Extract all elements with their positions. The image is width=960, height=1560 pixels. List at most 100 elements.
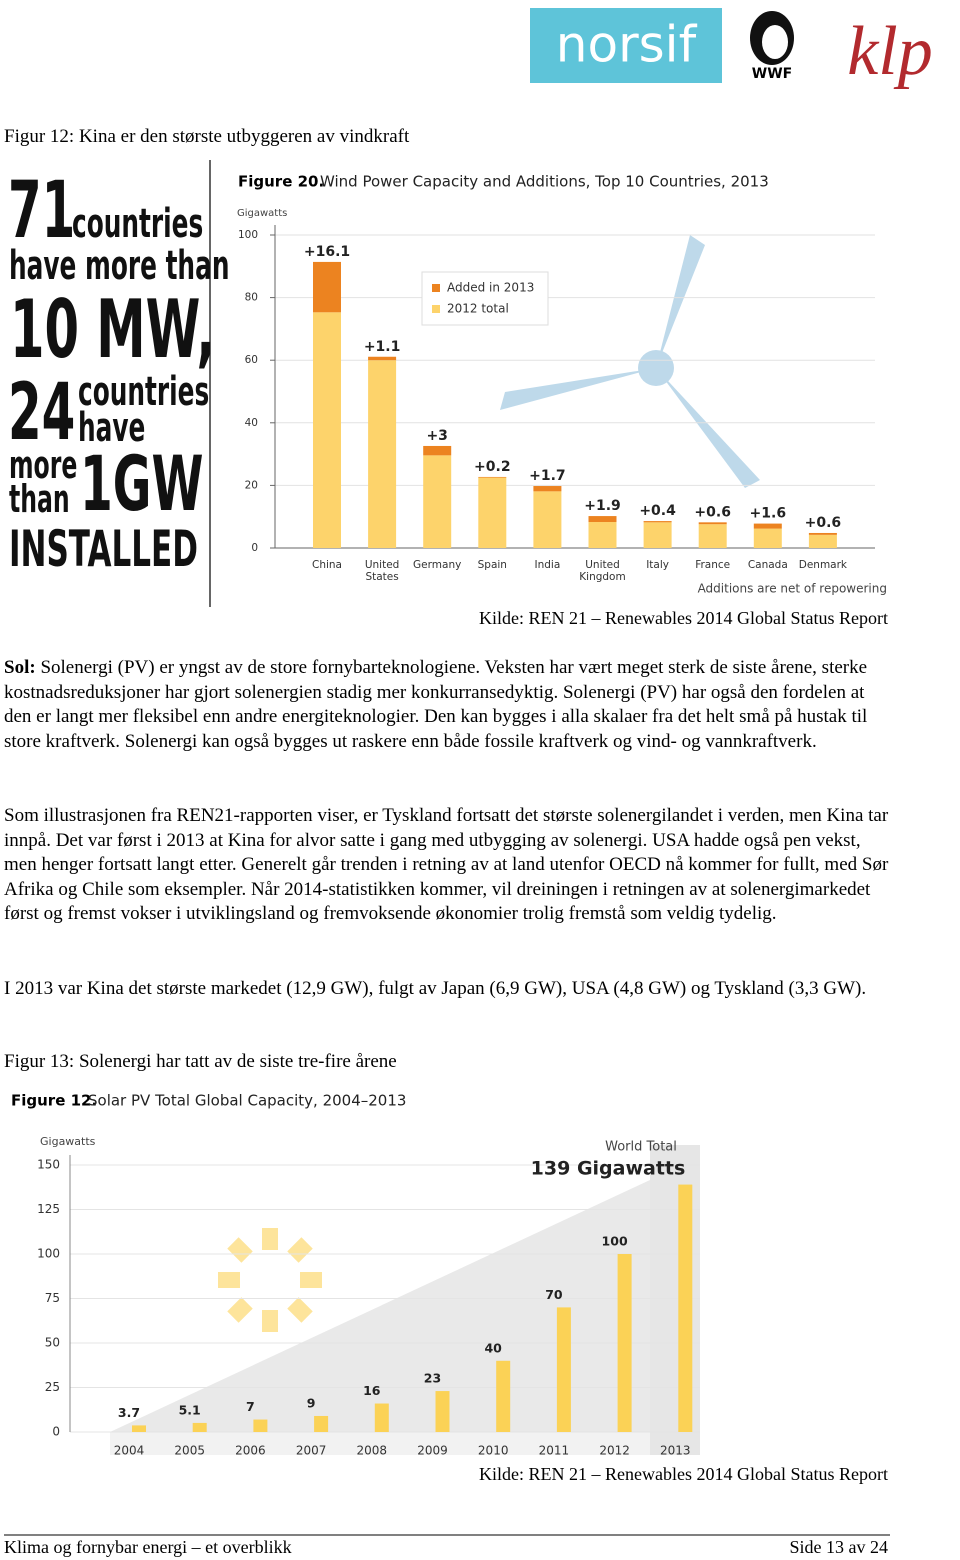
infographic-text: 24 — [8, 368, 76, 458]
legend-label: 2012 total — [447, 302, 509, 316]
logo-text: norsif — [556, 16, 698, 74]
value-label: 7 — [246, 1399, 255, 1414]
value-label: 40 — [484, 1340, 502, 1355]
x-tick-label: France — [695, 559, 731, 571]
figure-label: Figure 20. — [238, 173, 324, 191]
paragraph-lead: Sol: — [4, 657, 36, 678]
figure-label: Figure 12. — [11, 1092, 97, 1110]
value-label: +3 — [426, 428, 447, 444]
bar-segment — [368, 356, 397, 361]
x-tick-label: Spain — [477, 559, 507, 571]
y-tick-label: 75 — [45, 1291, 60, 1305]
infographic-text: countries — [72, 201, 204, 247]
annotation: World Total — [605, 1140, 677, 1155]
x-tick-label: 2013 — [660, 1444, 691, 1458]
x-tick-label: 2007 — [296, 1444, 327, 1458]
footer-right: Side 13 av 24 — [789, 1537, 889, 1557]
x-tick-label: 2005 — [174, 1444, 205, 1458]
value-label: +0.2 — [474, 459, 511, 475]
value-label: +1.6 — [750, 506, 787, 522]
x-tick-label: 2010 — [478, 1444, 509, 1458]
logo-text: klp — [847, 13, 933, 90]
x-tick-label: 2009 — [417, 1444, 448, 1458]
bar — [253, 1419, 268, 1432]
value-label: 100 — [602, 1234, 628, 1249]
x-tick-label: India — [534, 559, 561, 571]
infographic-text: 1GW — [80, 439, 204, 528]
value-label: +16.1 — [304, 244, 350, 260]
paragraph: Som illustrasjonen fra REN21-rapporten v… — [4, 805, 889, 925]
norsif-logo-box — [530, 8, 722, 83]
x-tick-label: Germany — [413, 559, 462, 571]
value-label: 23 — [424, 1371, 441, 1386]
legend-box — [421, 271, 549, 326]
x-tick-label: 2004 — [114, 1444, 145, 1458]
bar — [132, 1425, 146, 1432]
x-tick-label: United Kingdom — [579, 559, 626, 583]
bar-segment — [478, 476, 507, 478]
x-tick-label: 2011 — [539, 1444, 570, 1458]
y-tick-label: 50 — [45, 1336, 60, 1350]
bar — [556, 1307, 571, 1432]
infographic-text: have more than — [9, 243, 230, 289]
bar-segment — [313, 312, 341, 548]
bar-segment — [753, 528, 782, 548]
area-decoration — [110, 1180, 650, 1432]
bar — [496, 1360, 511, 1432]
value-label: 70 — [545, 1287, 563, 1302]
x-tick-label: 2008 — [357, 1444, 388, 1458]
legend-swatch — [432, 284, 440, 292]
bar-segment — [533, 491, 562, 548]
y-axis-label: Gigawatts — [237, 208, 287, 219]
y-tick-label: 150 — [37, 1158, 60, 1172]
infographic-text: have — [78, 405, 146, 451]
y-tick-label: 80 — [245, 292, 258, 304]
y-axis-label: Gigawatts — [40, 1135, 96, 1148]
x-tick-label: Denmark — [798, 559, 848, 571]
infographic-text: countries — [78, 369, 210, 415]
y-tick-label: 100 — [238, 229, 258, 241]
value-label: +1.7 — [529, 468, 566, 484]
bar-segment — [478, 477, 507, 548]
source: Kilde: REN 21 – Renewables 2014 Global S… — [479, 1464, 888, 1484]
x-tick-label: 2006 — [235, 1444, 266, 1458]
sun-decoration — [218, 1228, 322, 1332]
value-label: 9 — [307, 1395, 316, 1410]
y-tick-label: 125 — [37, 1202, 60, 1216]
bar-segment — [533, 486, 562, 492]
legend-swatch — [432, 305, 440, 313]
value-label: +1.9 — [584, 498, 621, 514]
bar-segment — [698, 524, 727, 548]
bar-segment — [753, 523, 782, 529]
infographic-text: 71 — [8, 166, 76, 256]
bar-segment — [423, 455, 452, 548]
value-label: 3.7 — [118, 1405, 140, 1420]
bar-segment — [313, 261, 341, 313]
paragraph-text: Solenergi (PV) er yngst av de store forn… — [4, 657, 868, 752]
bar — [435, 1391, 450, 1432]
bar-segment — [588, 522, 617, 548]
bar — [617, 1254, 632, 1432]
x-tick-label: United States — [364, 559, 400, 583]
bar — [192, 1422, 207, 1432]
y-tick-label: 25 — [45, 1380, 60, 1394]
value-label: 5.1 — [179, 1402, 201, 1417]
bar-segment — [368, 360, 397, 548]
chart-title: Solar PV Total Global Capacity, 2004–201… — [88, 1092, 406, 1110]
bar-segment — [423, 445, 452, 456]
bar-segment — [698, 522, 727, 525]
value-label: +0.4 — [639, 503, 676, 519]
y-tick-label: 20 — [245, 479, 258, 491]
infographic-text: 10 MW, — [10, 283, 216, 376]
infographic-text: INSTALLED — [9, 520, 198, 578]
logo-text: WWF — [752, 66, 792, 82]
bar-segment — [643, 522, 672, 548]
legend-label: Added in 2013 — [447, 281, 534, 295]
bar — [678, 1184, 693, 1432]
figure-caption: Figur 12: Kina er den største utbyggeren… — [4, 126, 410, 147]
source: Kilde: REN 21 – Renewables 2014 Global S… — [479, 608, 888, 628]
value-label: 16 — [363, 1383, 381, 1398]
footer-left: Klima og fornybar energi – et overblikk — [4, 1537, 292, 1557]
figure-caption: Figur 13: Solenergi har tatt av de siste… — [4, 1051, 397, 1072]
